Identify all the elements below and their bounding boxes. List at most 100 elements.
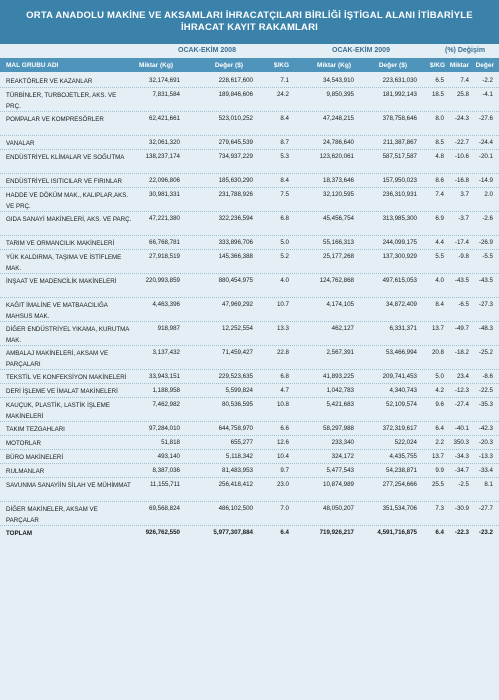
table-row: TARIM VE ORMANCILIK MAKİNELERİ 66,768,781… xyxy=(0,236,499,250)
table-cell-qty-2008: 32,061,320 xyxy=(149,139,180,146)
table-cell-skg-2008: 12.6 xyxy=(276,439,289,446)
table-cell-val-2008: 80,536,595 xyxy=(222,401,253,408)
export-table: REAKTÖRLER VE KAZANLAR 32,174,691 228,617,… xyxy=(0,74,499,539)
table-cell-name: KAĞIT İMALİNE VE MATBAACILIĞA MAHSUS MAK… xyxy=(6,302,108,320)
table-cell-chg-val: -20.3 xyxy=(478,439,493,446)
table-cell-val-2009: 34,872,409 xyxy=(386,301,417,308)
table-cell-chg-qty: -22.7 xyxy=(454,139,469,146)
table-cell-skg-2008: 8.7 xyxy=(280,139,289,146)
table-cell-chg-val: -24.4 xyxy=(478,139,493,146)
table-cell-skg-2009: 4.0 xyxy=(435,277,444,284)
table-cell-skg-2008: 5.0 xyxy=(280,239,289,246)
table-cell-chg-qty: 3.7 xyxy=(460,191,469,198)
table-cell-qty-2009: 24,786,640 xyxy=(323,139,354,146)
table-row: TAKIM TEZGAHLARI 97,284,010 644,758,970 6.6… xyxy=(0,422,499,436)
table-cell-val-2009: 313,985,300 xyxy=(382,215,417,222)
table-cell-qty-2009: 4,174,105 xyxy=(326,301,354,308)
table-cell-chg-val: -27.6 xyxy=(478,115,493,122)
table-cell-skg-2009: 2.2 xyxy=(435,439,444,446)
table-cell-name: TARIM VE ORMANCILIK MAKİNELERİ xyxy=(6,240,115,247)
table-cell-qty-2008: 30,981,331 xyxy=(149,191,180,198)
table-cell-skg-2009: 8.0 xyxy=(435,115,444,122)
table-cell-skg-2009: 7.3 xyxy=(435,505,444,512)
table-cell-skg-2008: 10.7 xyxy=(276,301,289,308)
table-cell-qty-2008: 7,831,584 xyxy=(152,91,180,98)
table-cell-qty-2009: 18,373,646 xyxy=(323,177,354,184)
table-cell-val-2009: 54,238,871 xyxy=(386,467,417,474)
table-cell-val-2009: 6,331,371 xyxy=(389,325,417,332)
table-cell-skg-2009: 9.6 xyxy=(435,401,444,408)
table-cell-val-2009: 497,615,053 xyxy=(382,277,417,284)
table-row: RULMANLAR 8,387,036 81,483,953 9.7 5,477,543… xyxy=(0,464,499,478)
table-cell-skg-2009: 20.8 xyxy=(431,349,444,356)
table-row: VANALAR 32,061,320 279,645,539 8.7 24,786,64… xyxy=(0,136,499,150)
table-cell-skg-2008: 4.0 xyxy=(280,277,289,284)
table-cell-chg-val: -2.2 xyxy=(482,77,493,84)
table-cell-val-2008: 229,523,635 xyxy=(218,373,253,380)
table-cell-qty-2008: 7,462,982 xyxy=(152,401,180,408)
header-chg-qty: Miktar xyxy=(449,62,469,69)
table-cell-chg-val: 8.1 xyxy=(484,481,493,488)
table-cell-chg-val: -42.3 xyxy=(478,425,493,432)
table-row: TÜRBİNLER, TURBOJETLER, AKS. VE PRÇ. 7,83… xyxy=(0,88,499,112)
table-cell-val-2008: 231,788,926 xyxy=(218,191,253,198)
table-cell-qty-2008: 51,818 xyxy=(161,439,180,446)
table-cell-chg-val: -35.3 xyxy=(478,401,493,408)
table-cell-chg-qty: -10.6 xyxy=(454,153,469,160)
table-cell-skg-2008: 7.0 xyxy=(280,505,289,512)
table-cell-val-2009: 209,741,453 xyxy=(382,373,417,380)
table-cell-qty-2009: 9,850,395 xyxy=(326,91,354,98)
table-row: HADDE VE DÖKÜM MAK., KALIPLAR,AKS. VE PR… xyxy=(0,188,499,212)
table-cell-chg-val: -27.7 xyxy=(478,505,493,512)
table-cell-qty-2008: 926,762,550 xyxy=(145,529,180,536)
table-cell-chg-qty: -30.9 xyxy=(454,505,469,512)
table-cell-val-2009: 378,758,646 xyxy=(382,115,417,122)
table-cell-name: TAKIM TEZGAHLARI xyxy=(6,426,65,433)
table-cell-qty-2008: 66,768,781 xyxy=(149,239,180,246)
table-cell-val-2008: 655,277 xyxy=(230,439,253,446)
table-cell-qty-2009: 55,166,313 xyxy=(323,239,354,246)
period-2008-label: OCAK-EKİM 2008 xyxy=(178,47,236,54)
table-cell-skg-2009: 8.5 xyxy=(435,139,444,146)
table-cell-qty-2008: 220,993,859 xyxy=(145,277,180,284)
header-val-2008: Değer ($) xyxy=(214,62,243,69)
table-cell-name: ENDÜSTRİYEL KLİMALAR VE SOĞUTMA xyxy=(6,154,125,161)
table-cell-chg-qty: -18.2 xyxy=(454,349,469,356)
table-cell-qty-2009: 124,762,868 xyxy=(319,277,354,284)
table-cell-val-2009: 236,310,931 xyxy=(382,191,417,198)
table-cell-name: RULMANLAR xyxy=(6,468,45,475)
table-cell-qty-2009: 34,543,910 xyxy=(323,77,354,84)
table-cell-chg-qty: -12.3 xyxy=(454,387,469,394)
header-skg-2008: $/KG xyxy=(273,62,289,69)
table-cell-val-2009: 372,319,617 xyxy=(382,425,417,432)
table-row: TEKSTİL VE KONFEKSİYON MAKİNELERİ 33,943,… xyxy=(0,370,499,384)
table-row: AMBALAJ MAKİNELERİ, AKSAM VE PARÇALARI 3,… xyxy=(0,346,499,370)
table-row: SAVUNMA SANAYİİN SİLAH VE MÜHİMMAT 11,155… xyxy=(0,478,499,502)
table-cell-skg-2009: 4.8 xyxy=(435,153,444,160)
table-cell-chg-qty: 7.4 xyxy=(460,77,469,84)
table-cell-skg-2009: 13.7 xyxy=(431,325,444,332)
table-cell-qty-2008: 22,096,806 xyxy=(149,177,180,184)
table-cell-qty-2009: 2,567,391 xyxy=(326,349,354,356)
table-cell-skg-2008: 22.8 xyxy=(276,349,289,356)
table-cell-name: YÜK KALDIRMA, TAŞIMA VE İSTİFLEME MAK. xyxy=(6,254,122,272)
header-qty-2009: Miktar (Kg) xyxy=(317,62,351,69)
table-cell-name: DİĞER ENDÜSTRİYEL YIKAMA, KURUTMA MAK. xyxy=(6,326,130,344)
header-qty-2008: Miktar (Kg) xyxy=(139,62,173,69)
table-cell-name: BÜRO MAKİNELERİ xyxy=(6,454,64,461)
table-cell-val-2009: 53,466,994 xyxy=(386,349,417,356)
table-cell-name: HADDE VE DÖKÜM MAK., KALIPLAR,AKS. VE PR… xyxy=(6,192,129,210)
table-cell-skg-2008: 8.4 xyxy=(280,115,289,122)
table-cell-skg-2008: 7.1 xyxy=(280,77,289,84)
table-cell-qty-2009: 1,042,783 xyxy=(326,387,354,394)
table-cell-skg-2009: 6.4 xyxy=(435,529,444,536)
table-cell-qty-2009: 462,127 xyxy=(331,325,354,332)
table-cell-val-2008: 12,252,554 xyxy=(222,325,253,332)
table-cell-chg-val: -2.6 xyxy=(482,215,493,222)
table-total-row: TOPLAM 926,762,550 5,977,307,884 6.4 719,926… xyxy=(0,526,499,539)
table-cell-chg-val: -13.3 xyxy=(478,453,493,460)
table-cell-skg-2009: 6.5 xyxy=(435,77,444,84)
table-cell-skg-2009: 8.6 xyxy=(435,177,444,184)
table-cell-val-2009: 277,254,666 xyxy=(382,481,417,488)
